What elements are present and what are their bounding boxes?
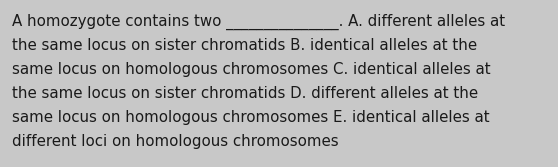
- Text: A homozygote contains two _______________. A. different alleles at: A homozygote contains two ______________…: [12, 14, 505, 30]
- Text: different loci on homologous chromosomes: different loci on homologous chromosomes: [12, 134, 339, 149]
- Text: same locus on homologous chromosomes E. identical alleles at: same locus on homologous chromosomes E. …: [12, 110, 489, 125]
- Text: the same locus on sister chromatids D. different alleles at the: the same locus on sister chromatids D. d…: [12, 86, 478, 101]
- Text: the same locus on sister chromatids B. identical alleles at the: the same locus on sister chromatids B. i…: [12, 38, 477, 53]
- Text: same locus on homologous chromosomes C. identical alleles at: same locus on homologous chromosomes C. …: [12, 62, 490, 77]
